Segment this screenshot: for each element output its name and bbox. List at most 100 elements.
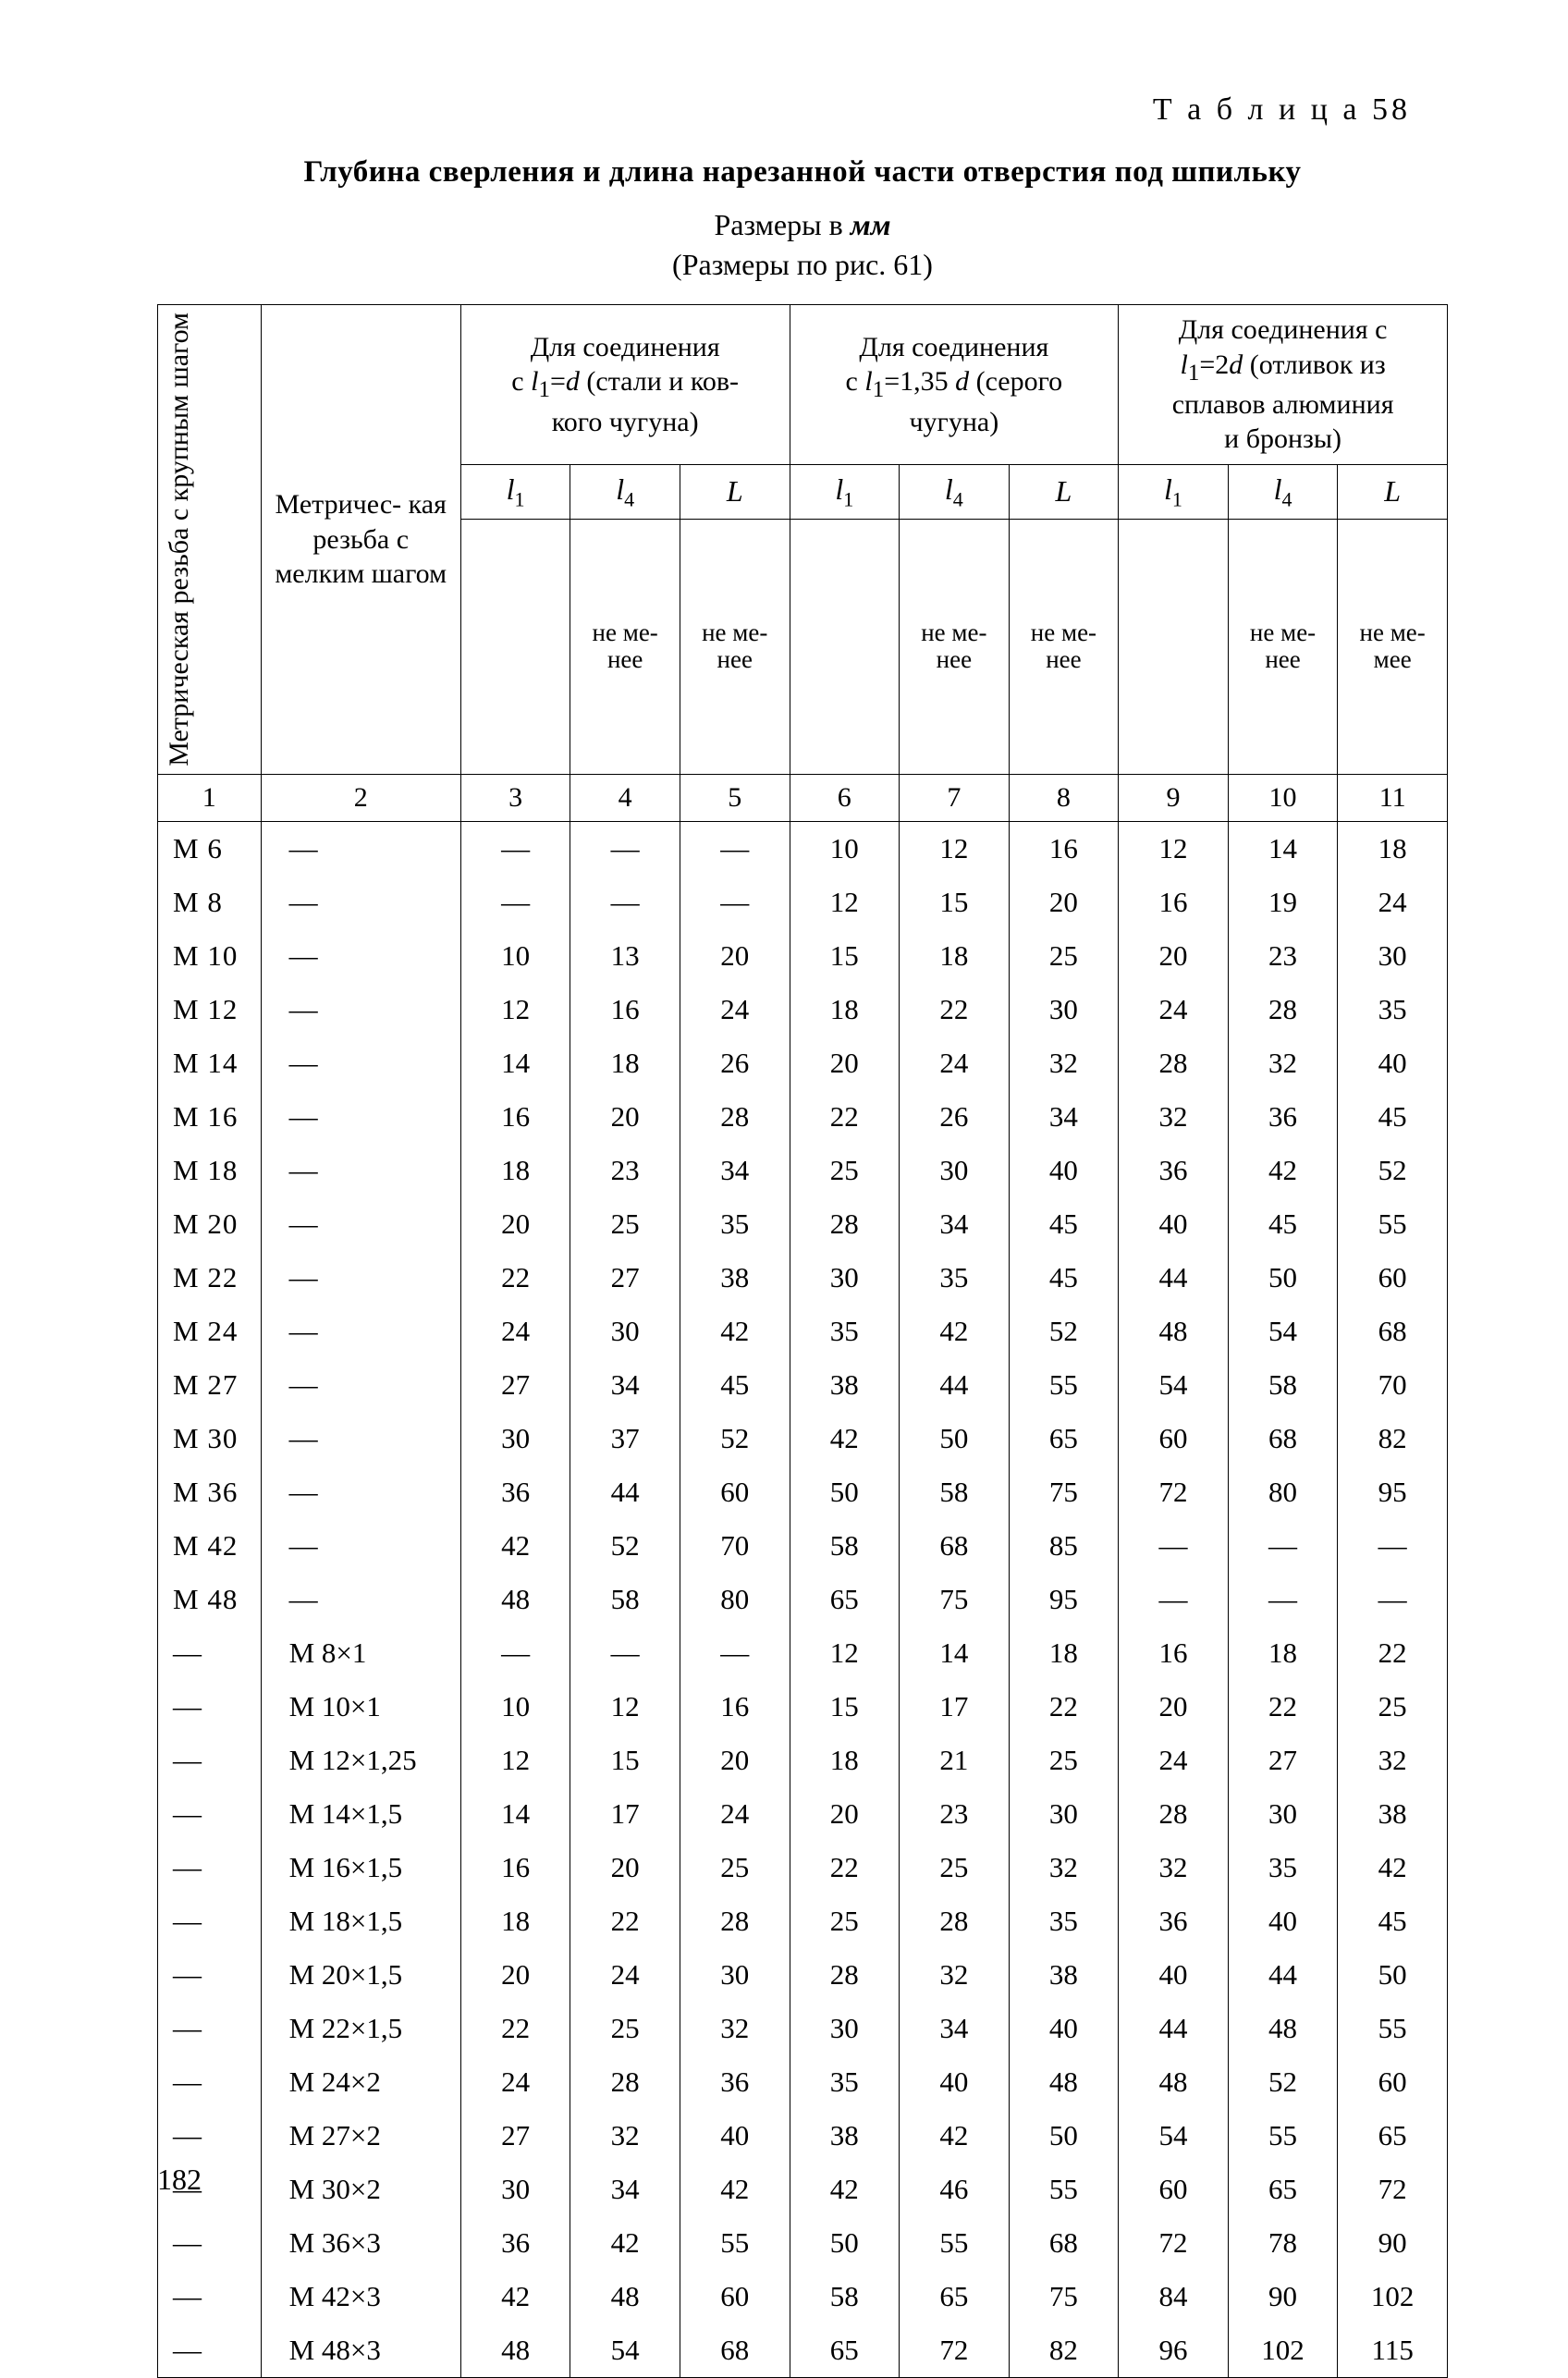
- cell: 68: [680, 2323, 790, 2378]
- note-a1: не ме- нее: [570, 520, 680, 775]
- cell: 95: [1338, 1465, 1448, 1519]
- cell: M 12×1,25: [261, 1734, 460, 1787]
- cell: —: [1338, 1519, 1448, 1573]
- cell: —: [1119, 1519, 1229, 1573]
- cell: 78: [1228, 2216, 1338, 2270]
- cell: 23: [900, 1787, 1010, 1841]
- cell: 32: [680, 2002, 790, 2055]
- table-row: M 10—101320151825202330: [158, 929, 1448, 983]
- cell: 20: [790, 1787, 900, 1841]
- cell: 18: [1228, 1626, 1338, 1680]
- cell: —: [158, 2323, 262, 2378]
- cell: —: [261, 1144, 460, 1197]
- cell: 21: [900, 1734, 1010, 1787]
- cell: M 30: [158, 1412, 262, 1465]
- cell: 48: [460, 1573, 570, 1626]
- cell: —: [158, 1894, 262, 1948]
- group2-header: Для соединенияс l1=1,35 d (серогочугуна): [790, 305, 1119, 465]
- cell: 12: [570, 1680, 680, 1734]
- cell: 60: [680, 2270, 790, 2323]
- cell: 34: [570, 1358, 680, 1412]
- note-a2: не ме- нее: [680, 520, 790, 775]
- cell: 27: [1228, 1734, 1338, 1787]
- cell: —: [261, 1036, 460, 1090]
- cell: 65: [1338, 2109, 1448, 2163]
- cell: 35: [680, 1197, 790, 1251]
- subtitle-1-text: Размеры в мм: [714, 208, 890, 241]
- cell: 28: [570, 2055, 680, 2109]
- cell: 42: [460, 2270, 570, 2323]
- cell: 42: [900, 2109, 1010, 2163]
- cell: 84: [1119, 2270, 1229, 2323]
- page-number: 182: [157, 2163, 202, 2197]
- cell: 68: [1009, 2216, 1119, 2270]
- cell: M 22: [158, 1251, 262, 1305]
- cell: 34: [680, 1144, 790, 1197]
- sub-L-b: L: [1009, 464, 1119, 519]
- cell: 55: [680, 2216, 790, 2270]
- cell: 20: [1119, 929, 1229, 983]
- cell: 22: [790, 1841, 900, 1894]
- cell: 27: [460, 1358, 570, 1412]
- cell: 24: [680, 1787, 790, 1841]
- cell: 32: [1119, 1841, 1229, 1894]
- cell: 96: [1119, 2323, 1229, 2378]
- cell: 102: [1228, 2323, 1338, 2378]
- cell: —: [1119, 1573, 1229, 1626]
- cell: 25: [790, 1144, 900, 1197]
- cell: 36: [680, 2055, 790, 2109]
- cell: 20: [790, 1036, 900, 1090]
- cell: 38: [790, 1358, 900, 1412]
- cell: 48: [1119, 1305, 1229, 1358]
- cell: —: [158, 2055, 262, 2109]
- cell: M 36×3: [261, 2216, 460, 2270]
- sub-L-c: L: [1338, 464, 1448, 519]
- cell: 68: [900, 1519, 1010, 1573]
- cell: —: [261, 1197, 460, 1251]
- cell: 32: [1228, 1036, 1338, 1090]
- cell: 35: [790, 2055, 900, 2109]
- cell: 38: [1338, 1787, 1448, 1841]
- cell: 26: [900, 1090, 1010, 1144]
- subtitle-2: (Размеры по рис. 61): [157, 248, 1448, 282]
- cell: 28: [900, 1894, 1010, 1948]
- cell: 42: [680, 2163, 790, 2216]
- cell: 28: [790, 1197, 900, 1251]
- cell: 32: [570, 2109, 680, 2163]
- cell: 58: [900, 1465, 1010, 1519]
- table-row: —M 14×1,5141724202330283038: [158, 1787, 1448, 1841]
- cell: 12: [460, 983, 570, 1036]
- cell: 75: [1009, 2270, 1119, 2323]
- cell: 16: [1009, 822, 1119, 876]
- cell: 52: [680, 1412, 790, 1465]
- table-row: M 20—202535283445404555: [158, 1197, 1448, 1251]
- cell: 16: [460, 1090, 570, 1144]
- table-row: —M 12×1,25121520182125242732: [158, 1734, 1448, 1787]
- cell: 72: [900, 2323, 1010, 2378]
- cell: 42: [900, 1305, 1010, 1358]
- cell: 72: [1119, 1465, 1229, 1519]
- cell: 60: [1338, 2055, 1448, 2109]
- cell: 40: [1119, 1948, 1229, 2002]
- cell: 15: [900, 876, 1010, 929]
- coln-10: 10: [1228, 774, 1338, 821]
- table-row: M 42—425270586885———: [158, 1519, 1448, 1573]
- cell: 18: [900, 929, 1010, 983]
- cell: 20: [680, 929, 790, 983]
- cell: 35: [1228, 1841, 1338, 1894]
- cell: 90: [1338, 2216, 1448, 2270]
- cell: 16: [1119, 876, 1229, 929]
- cell: 40: [1009, 1144, 1119, 1197]
- cell: 24: [1119, 983, 1229, 1036]
- cell: 24: [1338, 876, 1448, 929]
- coln-11: 11: [1338, 774, 1448, 821]
- cell: M 8: [158, 876, 262, 929]
- coln-3: 3: [460, 774, 570, 821]
- cell: 95: [1009, 1573, 1119, 1626]
- cell: 50: [1338, 1948, 1448, 2002]
- cell: 30: [790, 2002, 900, 2055]
- cell: 35: [1338, 983, 1448, 1036]
- cell: 115: [1338, 2323, 1448, 2378]
- cell: 30: [460, 1412, 570, 1465]
- blank-c: [1119, 520, 1229, 775]
